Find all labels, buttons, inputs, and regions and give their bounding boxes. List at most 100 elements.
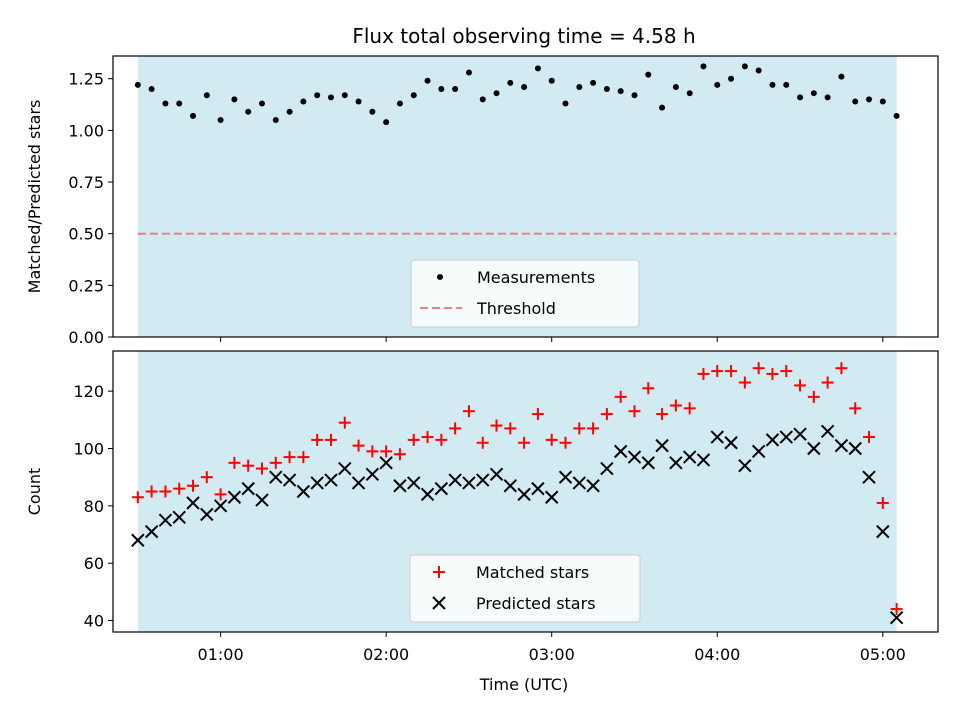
matched-star-point [338,416,351,429]
predicted-star-point [641,456,655,470]
matched-stars-points [131,362,903,616]
measurement-point [797,94,804,101]
bottom-panel: 40 60 80 100 120 01:00 02:00 03:00 04:00 05:00 C… [25,350,939,694]
matched-star-point [187,479,200,492]
y-tick-label: 100 [73,439,104,458]
predicted-stars-points [131,424,904,625]
predicted-star-point [558,470,573,484]
matched-star-point [255,462,268,475]
matched-star-point [490,419,503,432]
x-tick-label: 05:00 [860,645,906,664]
bottom-x-ticks: 01:00 02:00 03:00 04:00 05:00 [198,632,906,664]
matched-star-point [324,433,337,446]
predicted-star-point [324,473,338,487]
matched-star-point [531,408,544,421]
matched-star-point [545,433,558,446]
matched-star-point [738,376,751,389]
measurement-point [245,108,252,115]
predicted-star-point [751,444,766,459]
measurement-point [617,88,624,95]
predicted-star-point [227,490,242,504]
predicted-star-point [393,479,407,493]
y-tick-label: 80 [84,497,104,516]
predicted-star-point [848,441,862,456]
measurement-point [465,69,472,76]
measurement-point [879,98,886,105]
predicted-star-point [531,481,545,496]
measurement-point [369,108,376,115]
predicted-star-point [462,476,476,490]
matched-star-point [242,459,255,472]
measurement-point [134,81,141,88]
matched-star-point [780,365,793,378]
predicted-star-point [669,456,683,470]
predicted-star-point [296,484,311,499]
matched-star-point [642,382,655,395]
predicted-star-point [682,450,697,464]
predicted-star-point [779,430,793,444]
predicted-star-point [793,427,807,441]
top-x-tick-marks [220,337,884,342]
measurement-point [190,112,197,119]
measurement-point [576,83,583,90]
legend-matched-marker [433,566,445,578]
predicted-star-point [820,424,835,438]
matched-star-point [131,491,144,504]
predicted-star-point [889,610,904,625]
predicted-star-point [282,473,297,487]
measurement-point [672,83,679,90]
legend-predicted-label: Predicted stars [476,594,596,613]
measurement-point [327,94,334,101]
matched-star-point [697,367,710,380]
matched-star-point [863,431,876,444]
predicted-star-point [738,458,752,473]
predicted-star-point [172,510,186,525]
y-tick-label: 0.25 [68,276,104,295]
measurement-point [258,100,265,107]
legend-measurements-label: Measurements [477,268,595,287]
measurement-point [741,63,748,70]
y-tick-label: 0.50 [68,225,104,244]
y-tick-label: 60 [84,554,104,573]
matched-star-point [200,471,213,484]
matched-star-point [173,482,186,495]
matched-star-point [352,439,365,452]
predicted-star-point [144,524,159,539]
matched-star-point [876,496,889,509]
measurement-point [755,67,762,74]
matched-star-point [228,456,241,469]
matched-star-point [849,402,862,415]
measurement-point [410,92,417,99]
measurement-point [810,90,817,97]
matched-star-point [821,376,834,389]
predicted-star-point [420,487,435,502]
measurement-point [341,92,348,99]
predicted-star-point [241,481,255,496]
top-y-axis-label: Matched/Predicted stars [25,100,44,294]
matched-star-point [518,436,531,449]
top-panel: 0.00 0.25 0.50 0.75 1.00 1.25 Matched/Predict… [25,55,939,347]
matched-star-point [380,445,393,458]
matched-star-point [214,488,227,501]
matched-star-point [462,405,475,418]
predicted-star-point [131,533,145,547]
predicted-star-point [710,430,724,444]
measurement-point [217,117,224,124]
y-tick-label: 0.00 [68,328,104,347]
measurement-point [783,81,790,88]
measurement-point [438,86,445,93]
matched-star-point [435,433,448,446]
predicted-star-point [517,487,531,502]
predicted-star-point [572,476,587,490]
matched-star-point [366,445,379,458]
predicted-star-point [545,490,559,504]
measurement-point [355,98,362,105]
measurement-point [534,65,541,72]
measurement-point [300,98,307,105]
predicted-star-point [213,499,228,513]
x-tick-label: 02:00 [363,645,409,664]
predicted-star-point [255,493,269,507]
predicted-star-point [503,479,518,493]
matched-star-point [656,408,669,421]
bottom-axes-frame [112,350,939,633]
